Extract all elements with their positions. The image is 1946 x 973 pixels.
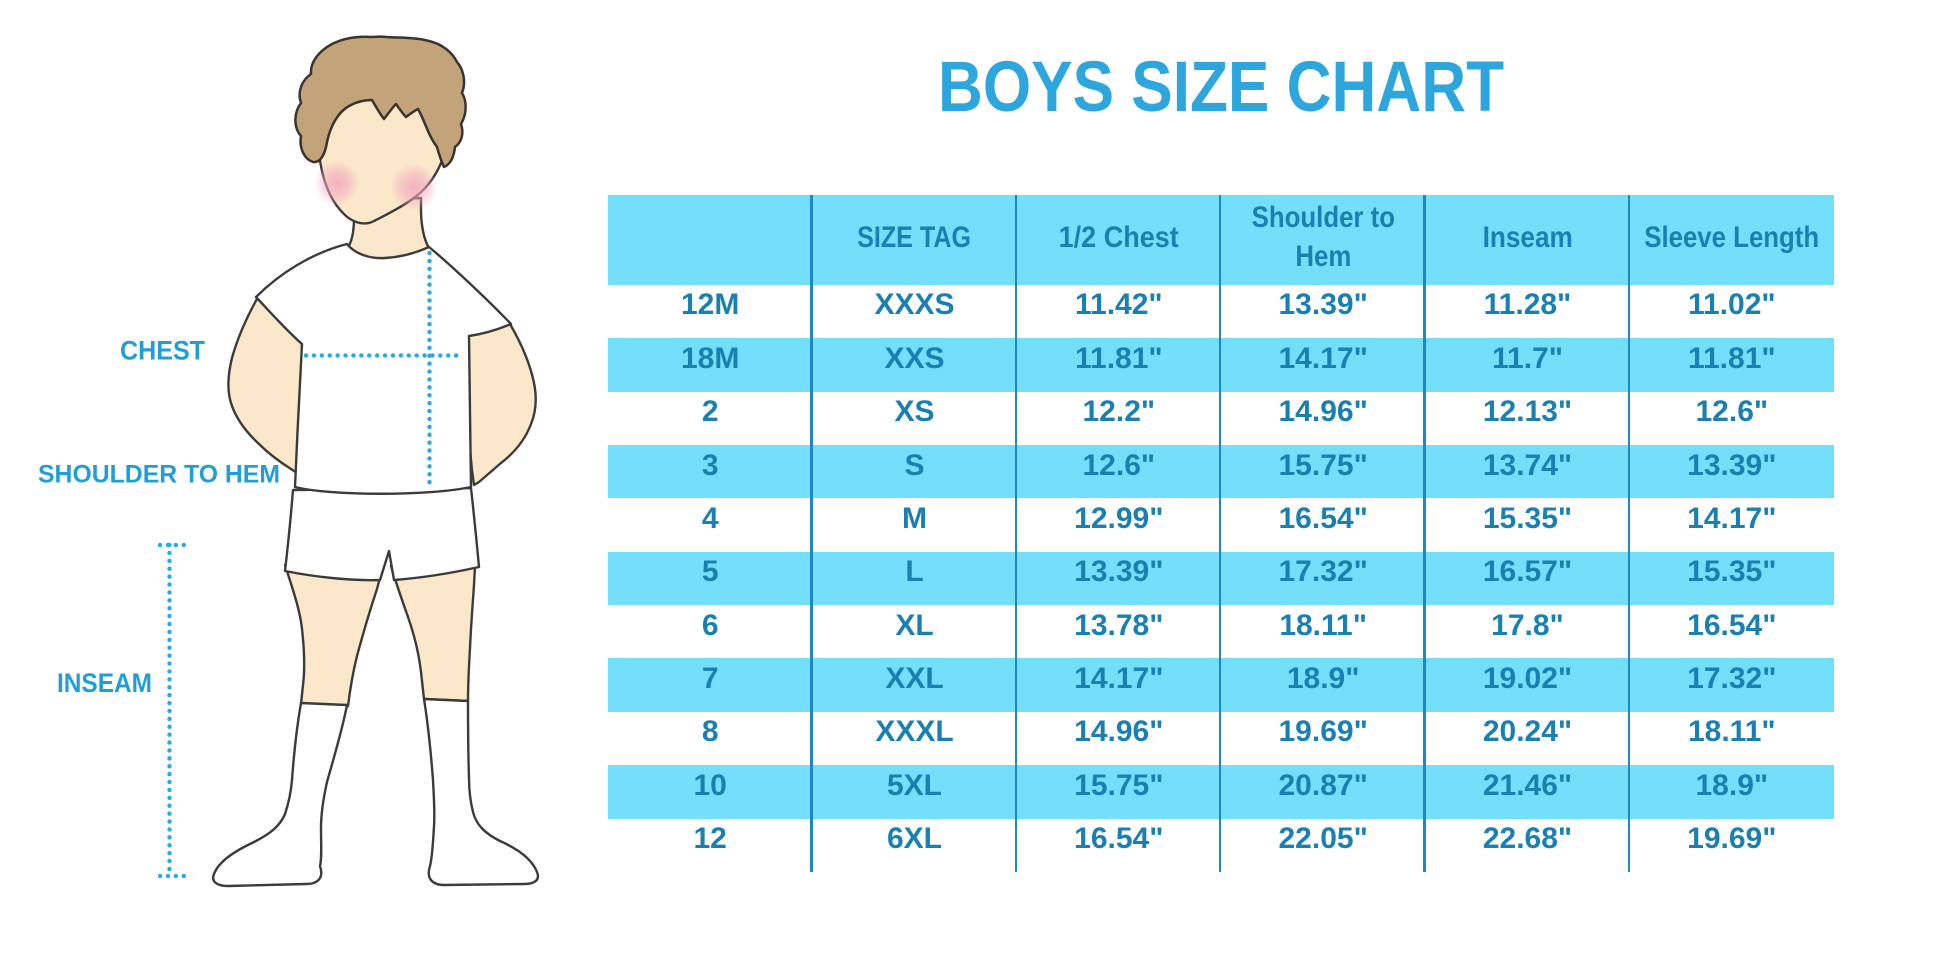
svg-text:SHOULDER TO HEM: SHOULDER TO HEM xyxy=(38,461,280,489)
svg-text:CHEST: CHEST xyxy=(120,336,205,366)
svg-text:INSEAM: INSEAM xyxy=(57,668,152,698)
